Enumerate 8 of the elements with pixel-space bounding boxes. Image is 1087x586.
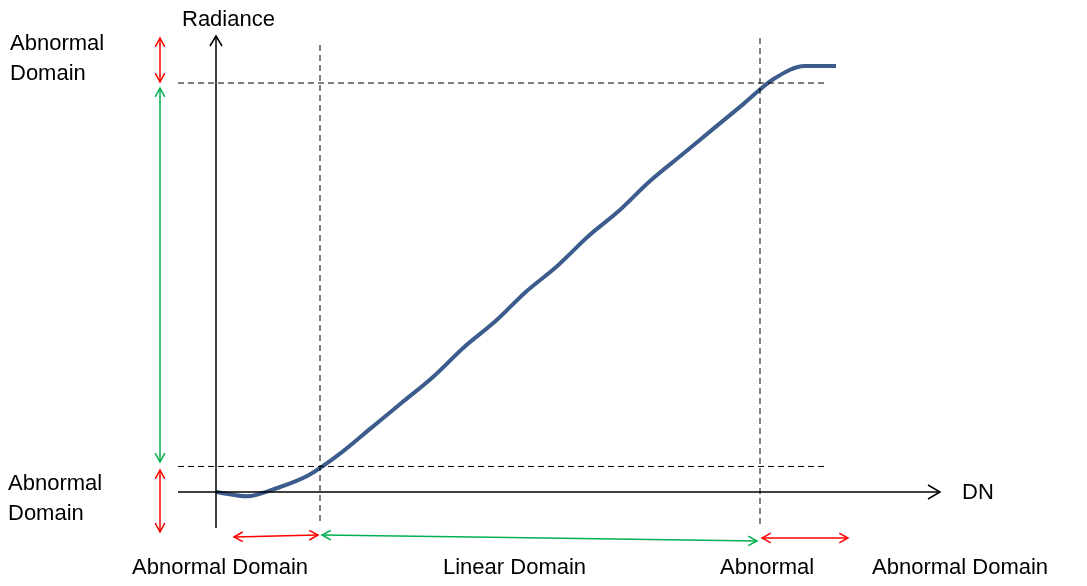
text: DN: [962, 478, 994, 506]
text: Abnormal Domain: [132, 553, 309, 581]
text: Abnormal Domain: [872, 553, 1049, 581]
text: Abnormal: [720, 553, 815, 581]
text: Linear Domain: [443, 553, 587, 581]
text: Abnormal Domain: [8, 469, 104, 527]
text: Abnormal Domain: [10, 29, 106, 87]
y-axis-title: Radiance: [182, 6, 275, 32]
